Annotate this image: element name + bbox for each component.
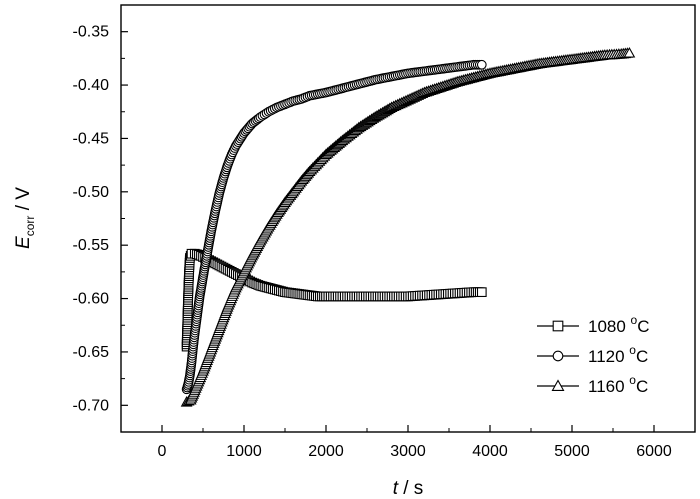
x-tick-label: 4000	[472, 443, 508, 460]
legend-label-value: 1080	[588, 317, 631, 336]
legend-label-unit: C	[637, 317, 649, 336]
legend-label-degree: o	[629, 343, 636, 357]
y-tick-label: -0.60	[73, 291, 110, 308]
series-circle	[181, 59, 487, 395]
y-tick-label: -0.55	[73, 237, 110, 254]
legend-label: 1120 oC	[588, 343, 648, 366]
legend-label-degree: o	[629, 373, 636, 387]
axis-ticks: 0 1000 2000 3000 4000 5000 6000 -0.35 -0.40 -0.45…	[73, 4, 696, 460]
legend-marker	[551, 379, 565, 391]
y-tick-label: -0.45	[73, 130, 110, 147]
y-tick-label: -0.50	[73, 184, 110, 201]
legend-item: 1120 oC	[537, 343, 648, 366]
y-tick-label: -0.40	[73, 77, 110, 94]
y-axis-title: Ecorr / V	[13, 187, 37, 249]
data-point	[476, 287, 487, 298]
y-tick-label: -0.65	[73, 344, 110, 361]
x-tick-label: 2000	[308, 443, 344, 460]
x-tick-label: 1000	[226, 443, 262, 460]
y-axis-title-subscript: corr	[23, 216, 37, 237]
y-axis-title-symbol: E	[13, 236, 34, 249]
legend-marker	[552, 320, 564, 332]
plot-frame	[120, 4, 696, 433]
legend-marker	[552, 350, 564, 362]
x-axis-title-unit: / s	[398, 478, 423, 499]
legend-label: 1160 oC	[588, 373, 648, 396]
x-axis-title: t / s	[393, 478, 424, 499]
legend-label-value: 1160	[588, 377, 629, 396]
plot-series	[180, 46, 636, 407]
y-tick-label: -0.35	[73, 24, 110, 41]
legend-item: 1160 oC	[537, 373, 648, 396]
y-tick-label: -0.70	[73, 397, 110, 414]
legend-label-unit: C	[636, 377, 648, 396]
legend-label: 1080 oC	[588, 313, 650, 336]
legend-label-unit: C	[636, 347, 648, 366]
x-tick-label: 6000	[636, 443, 672, 460]
x-tick-label: 5000	[554, 443, 590, 460]
data-point	[476, 59, 487, 70]
legend-label-value: 1120	[588, 347, 629, 366]
y-axis-title-unit: / V	[13, 187, 34, 216]
data-point	[623, 46, 636, 58]
series-triangle	[180, 46, 636, 407]
legend-item: 1080 oC	[537, 313, 650, 336]
x-tick-label: 3000	[390, 443, 426, 460]
x-tick-label: 0	[158, 443, 167, 460]
x-axis-title-symbol: t	[393, 478, 399, 499]
legend-label-degree: o	[631, 313, 638, 327]
